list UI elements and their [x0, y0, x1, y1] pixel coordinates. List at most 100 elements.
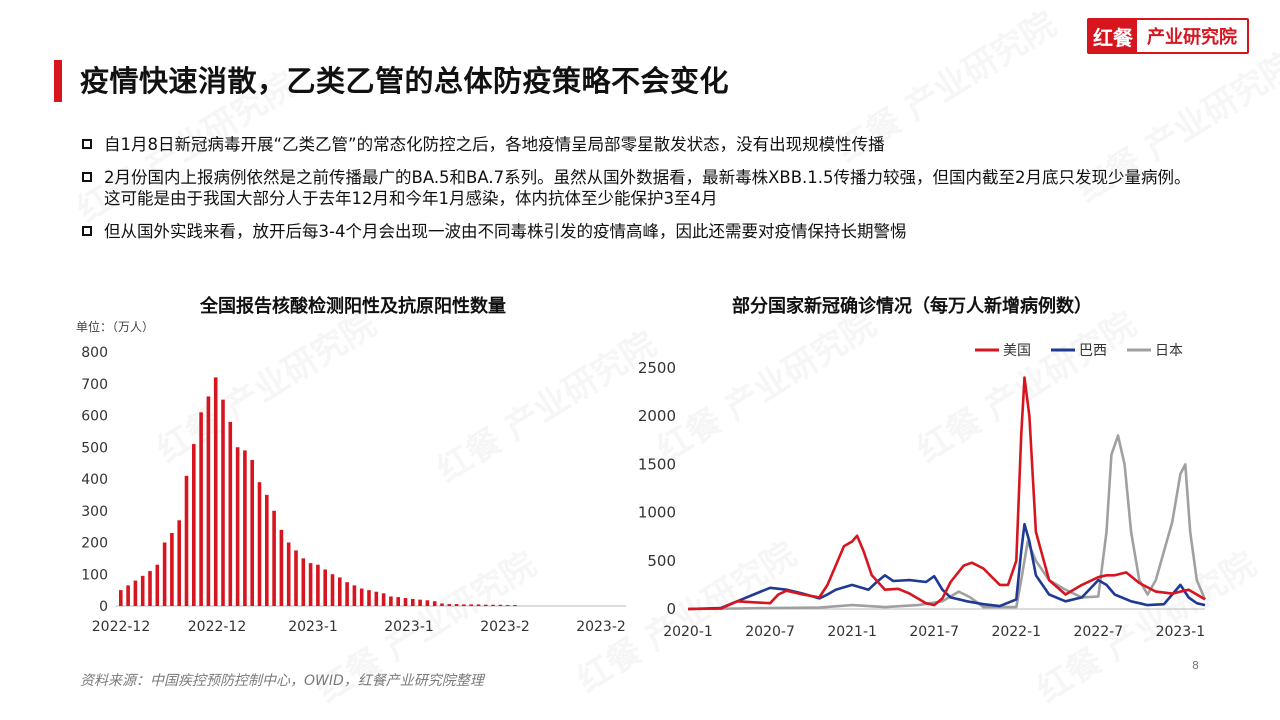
- bar: [440, 603, 444, 606]
- bar: [119, 590, 123, 606]
- bar: [162, 542, 167, 606]
- y-tick-label: 500: [81, 440, 108, 456]
- bar: [403, 598, 408, 606]
- legend-label: 日本: [1155, 343, 1183, 359]
- bullet-text: 2月份国内上报病例依然是之前传播最广的BA.5和BA.7系列。虽然从国外数据看，…: [104, 168, 1191, 208]
- source-note: 资料来源：中国疾控预防控制中心，OWID，红餐产业研究院整理: [80, 673, 484, 689]
- x-tick-label: 2023-2: [576, 619, 626, 635]
- bar: [213, 377, 218, 606]
- y-tick-label: 200: [81, 536, 108, 552]
- bar: [221, 399, 225, 606]
- bar: [484, 604, 488, 606]
- bar: [505, 605, 510, 606]
- bar: [184, 475, 189, 606]
- bar: [330, 574, 335, 606]
- bar: [418, 599, 422, 606]
- bar: [192, 444, 196, 606]
- checkbox-bullet-icon: [82, 139, 92, 149]
- bullet-text: 但从国外实践来看，放开后每3-4个月会出现一波由不同毒株引发的疫情高峰，因此还需…: [104, 222, 907, 241]
- series-line-美国: [687, 376, 1206, 611]
- bar: [126, 585, 130, 606]
- bar: [323, 569, 327, 606]
- bar: [425, 600, 430, 606]
- bar: [389, 596, 393, 606]
- bar: [308, 563, 313, 606]
- bar: [250, 459, 254, 606]
- y-tick-label: 100: [81, 567, 108, 583]
- bar: [498, 604, 503, 606]
- series-line-巴西: [687, 522, 1206, 611]
- y-tick-label: 2000: [638, 407, 676, 425]
- bar: [359, 588, 364, 606]
- bar: [513, 605, 517, 606]
- series-line-日本: [687, 434, 1207, 611]
- y-tick-label: 1500: [638, 455, 676, 473]
- line-chart-title: 部分国家新冠确诊情况（每万人新增病例数）: [732, 296, 1092, 317]
- x-tick-label: 2020-1: [663, 624, 713, 640]
- y-tick-label: 0: [99, 599, 108, 615]
- x-tick-label: 2021-1: [827, 624, 877, 640]
- bar: [257, 482, 262, 606]
- bar: [462, 604, 466, 606]
- bar: [133, 580, 138, 606]
- bar: [447, 604, 452, 606]
- checkbox-bullet-icon: [82, 172, 92, 182]
- bar-chart-unit-label: 单位：（万人）: [76, 320, 155, 334]
- bar: [491, 604, 495, 606]
- x-tick-label: 2023-2: [480, 619, 530, 635]
- x-tick-label: 2022-12: [92, 619, 151, 635]
- logo-mark: 红餐: [1089, 20, 1137, 52]
- logo-text: 产业研究院: [1147, 27, 1237, 48]
- y-tick-label: 0: [666, 600, 676, 618]
- x-tick-label: 2020-7: [745, 624, 795, 640]
- bar: [199, 412, 203, 606]
- x-tick-label: 2022-12: [188, 619, 247, 635]
- y-tick-label: 300: [81, 504, 108, 520]
- page-number: 8: [1192, 659, 1199, 672]
- y-tick-label: 500: [647, 552, 676, 570]
- bar: [345, 582, 349, 606]
- bar: [286, 542, 291, 606]
- x-tick-label: 2022-1: [991, 624, 1041, 640]
- bar: [148, 571, 152, 606]
- legend-label: 巴西: [1079, 343, 1107, 359]
- y-tick-label: 600: [81, 409, 108, 425]
- bar: [228, 421, 233, 606]
- bar: [243, 450, 247, 606]
- bar: [469, 604, 473, 606]
- y-tick-label: 700: [81, 377, 108, 393]
- slide-title: 疫情快速消散，乙类乙管的总体防疫策略不会变化: [80, 64, 730, 98]
- bar: [374, 591, 379, 606]
- legend-label: 美国: [1003, 343, 1031, 359]
- bar: [396, 597, 400, 606]
- bar: [316, 564, 320, 606]
- bar: [140, 575, 145, 606]
- bar: [265, 494, 269, 606]
- bar: [177, 520, 181, 606]
- bar: [432, 601, 437, 606]
- bar: [170, 532, 174, 606]
- bar: [301, 558, 306, 606]
- x-tick-label: 2022-7: [1074, 624, 1124, 640]
- y-tick-label: 2500: [638, 359, 676, 377]
- line-chart: 0 500 1000 1500 2000 2500 2020-1 2020-7 2021-1 20…: [638, 343, 1207, 640]
- x-tick-label: 2023-1: [384, 619, 434, 635]
- bullet-text: 自1月8日新冠病毒开展“乙类乙管”的常态化防控之后，各地疫情呈局部零星散发状态，…: [104, 135, 885, 154]
- bar: [338, 577, 342, 606]
- bullet-item: 2月份国内上报病例依然是之前传播最广的BA.5和BA.7系列。虽然从国外数据看，…: [82, 167, 1202, 209]
- x-tick-label: 2023-1: [288, 619, 338, 635]
- bar: [206, 396, 211, 606]
- y-tick-label: 800: [81, 345, 108, 361]
- bar: [352, 585, 357, 606]
- bar: [155, 564, 160, 606]
- title-accent-bar: [54, 60, 62, 102]
- bullet-item: 自1月8日新冠病毒开展“乙类乙管”的常态化防控之后，各地疫情呈局部零星散发状态，…: [82, 134, 1202, 155]
- bar: [367, 590, 371, 606]
- bar: [476, 604, 481, 606]
- bar-chart-title: 全国报告核酸检测阳性及抗原阳性数量: [200, 296, 506, 317]
- bullet-item: 但从国外实践来看，放开后每3-4个月会出现一波由不同毒株引发的疫情高峰，因此还需…: [82, 221, 1202, 242]
- y-tick-label: 400: [81, 472, 108, 488]
- bar: [381, 593, 386, 606]
- bar: [279, 529, 284, 606]
- bar-chart: 0 100 200 300 400 500 600 700 800 2022-12 2022-12 2…: [81, 345, 626, 635]
